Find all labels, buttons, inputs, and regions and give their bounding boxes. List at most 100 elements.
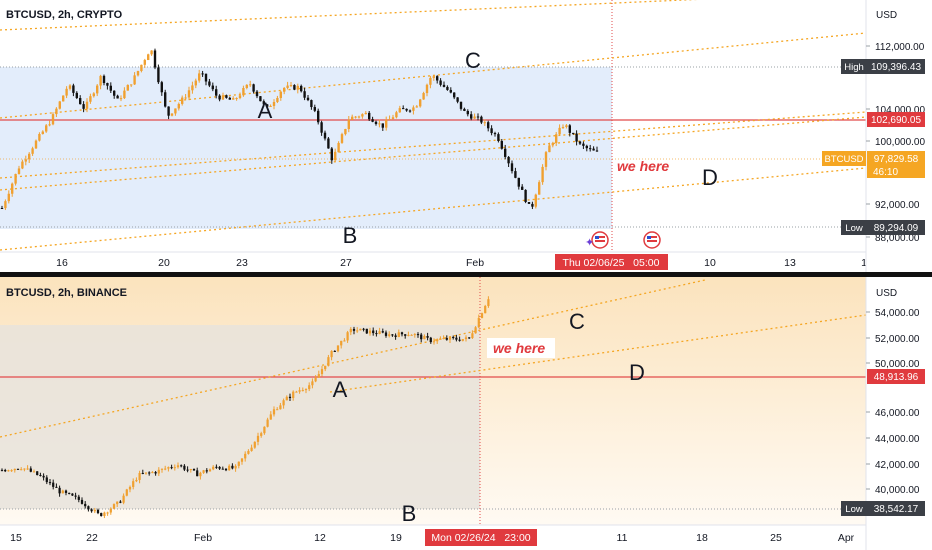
- candle[interactable]: [68, 492, 71, 495]
- candle[interactable]: [191, 81, 194, 94]
- candle[interactable]: [459, 101, 463, 111]
- candle[interactable]: [106, 511, 109, 516]
- candle[interactable]: [93, 507, 96, 514]
- candle[interactable]: [419, 98, 422, 108]
- candle[interactable]: [288, 393, 292, 401]
- candle[interactable]: [113, 90, 116, 99]
- candle[interactable]: [237, 461, 240, 469]
- candle[interactable]: [301, 387, 304, 392]
- candle[interactable]: [504, 144, 507, 160]
- candle[interactable]: [208, 78, 211, 88]
- candle[interactable]: [96, 508, 100, 515]
- candle[interactable]: [167, 106, 170, 120]
- candle[interactable]: [448, 336, 452, 344]
- candle[interactable]: [415, 105, 418, 108]
- candle[interactable]: [143, 58, 146, 68]
- candle[interactable]: [58, 485, 61, 497]
- candle[interactable]: [524, 189, 527, 204]
- candle[interactable]: [7, 469, 10, 472]
- candle[interactable]: [116, 94, 119, 99]
- candle[interactable]: [160, 468, 164, 473]
- candle[interactable]: [235, 97, 238, 101]
- candle[interactable]: [368, 327, 372, 336]
- candle[interactable]: [212, 465, 215, 471]
- candle[interactable]: [42, 473, 45, 481]
- candle[interactable]: [337, 141, 340, 153]
- candle[interactable]: [484, 304, 487, 314]
- candle[interactable]: [144, 472, 148, 475]
- candle[interactable]: [160, 80, 163, 96]
- candle[interactable]: [87, 505, 90, 512]
- candle[interactable]: [245, 84, 248, 90]
- candle[interactable]: [323, 130, 327, 141]
- top-pane[interactable]: BTCUSD, 2h, CRYPTO C A B D we here ✦ 16 2…: [0, 0, 932, 272]
- candle[interactable]: [327, 136, 330, 149]
- candle[interactable]: [186, 466, 189, 473]
- candle[interactable]: [371, 116, 374, 123]
- candle[interactable]: [266, 103, 269, 109]
- candle[interactable]: [279, 402, 282, 410]
- candle[interactable]: [400, 331, 404, 337]
- candle[interactable]: [357, 115, 361, 119]
- candle[interactable]: [39, 472, 42, 477]
- candle[interactable]: [589, 144, 592, 152]
- channel-line-1[interactable]: [0, 279, 706, 438]
- candle[interactable]: [45, 475, 48, 485]
- candle[interactable]: [490, 125, 493, 136]
- candle[interactable]: [477, 314, 480, 329]
- candle[interactable]: [351, 114, 354, 120]
- candle[interactable]: [439, 78, 442, 87]
- channel-line-2[interactable]: [329, 314, 867, 393]
- candle[interactable]: [391, 114, 395, 120]
- candle[interactable]: [340, 132, 344, 144]
- candle[interactable]: [582, 141, 585, 150]
- candle[interactable]: [364, 110, 367, 115]
- candle[interactable]: [320, 120, 323, 136]
- candle[interactable]: [352, 326, 356, 335]
- candle[interactable]: [75, 91, 78, 100]
- candle[interactable]: [276, 407, 279, 411]
- candle[interactable]: [177, 102, 180, 111]
- candle[interactable]: [388, 115, 391, 121]
- candle[interactable]: [255, 90, 259, 99]
- candle[interactable]: [180, 464, 183, 468]
- candle[interactable]: [238, 92, 242, 100]
- candle[interactable]: [196, 467, 199, 477]
- candle[interactable]: [126, 84, 129, 91]
- candle[interactable]: [544, 150, 548, 171]
- candle[interactable]: [58, 100, 61, 110]
- candle[interactable]: [292, 390, 295, 401]
- candle[interactable]: [272, 406, 276, 417]
- candle[interactable]: [250, 444, 253, 452]
- candle[interactable]: [470, 111, 473, 121]
- candle[interactable]: [102, 74, 106, 86]
- candle[interactable]: [10, 469, 13, 472]
- candle[interactable]: [150, 50, 153, 56]
- candle[interactable]: [252, 83, 255, 94]
- candle[interactable]: [333, 350, 336, 352]
- candle[interactable]: [548, 142, 551, 153]
- candle[interactable]: [100, 512, 103, 517]
- candle[interactable]: [68, 84, 72, 91]
- candle[interactable]: [29, 466, 32, 473]
- candle[interactable]: [64, 489, 68, 496]
- candle[interactable]: [361, 113, 364, 119]
- candle[interactable]: [170, 113, 174, 117]
- candle[interactable]: [534, 193, 537, 209]
- candle[interactable]: [425, 83, 429, 97]
- candle[interactable]: [483, 119, 486, 126]
- candle[interactable]: [407, 331, 410, 337]
- candle[interactable]: [77, 494, 80, 503]
- candle[interactable]: [327, 354, 330, 367]
- candle[interactable]: [531, 201, 534, 210]
- candle[interactable]: [365, 328, 368, 334]
- candle[interactable]: [374, 120, 378, 126]
- candle[interactable]: [436, 338, 439, 344]
- candle[interactable]: [7, 190, 10, 204]
- candle[interactable]: [306, 94, 310, 102]
- candle[interactable]: [558, 124, 561, 136]
- candle[interactable]: [514, 167, 517, 179]
- candle[interactable]: [500, 138, 503, 150]
- candle[interactable]: [71, 493, 74, 496]
- candle[interactable]: [276, 95, 279, 104]
